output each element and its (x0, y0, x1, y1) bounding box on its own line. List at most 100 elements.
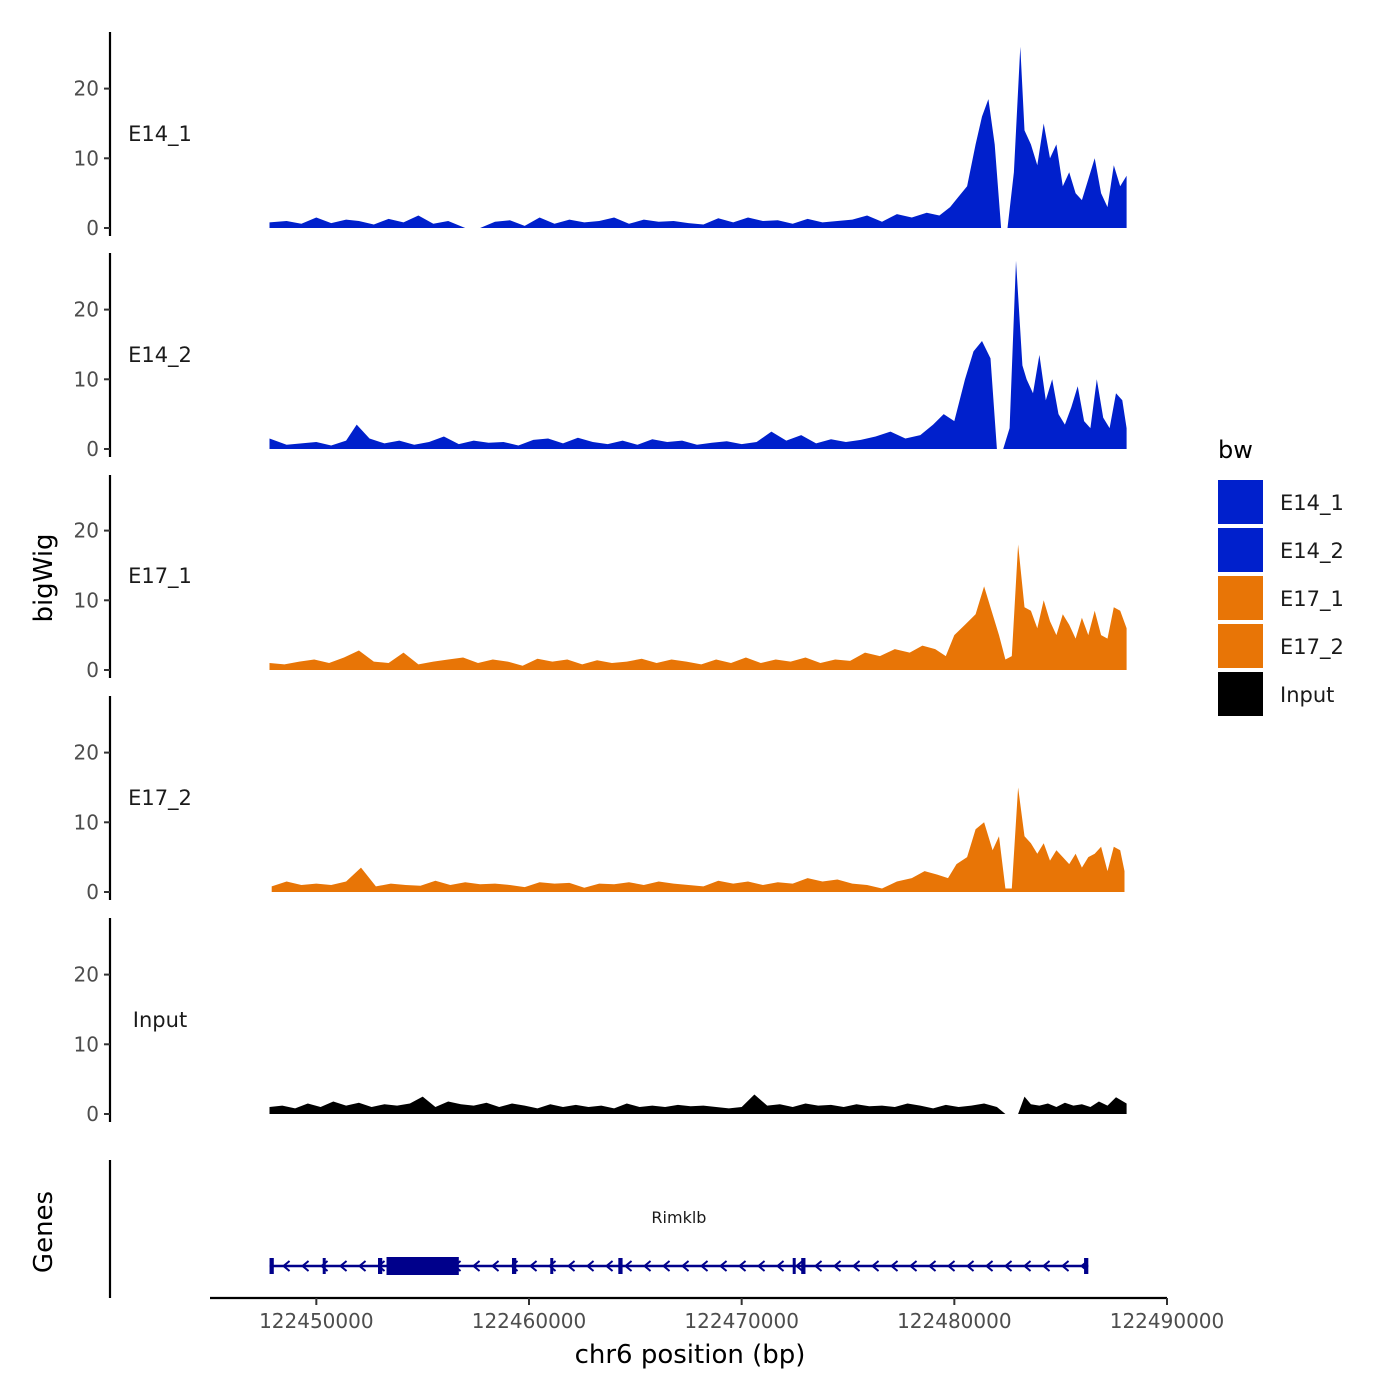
x-axis: 122450000 122460000 122470000 122480000 1224… (210, 1296, 1225, 1333)
legend-swatch (1218, 624, 1263, 668)
strand-arrow (547, 1260, 557, 1272)
x-tick-label: 122460000 (472, 1309, 587, 1333)
strand-arrow (300, 1260, 310, 1272)
coverage-area-input (269, 1094, 1127, 1114)
coverage-area-e14-2 (269, 260, 1127, 449)
legend-label: E17_1 (1280, 587, 1344, 612)
legend-swatch (1218, 528, 1263, 572)
strand-arrow (1003, 1260, 1013, 1272)
strand-arrow (680, 1260, 690, 1272)
strand-arrow (965, 1260, 975, 1272)
coverage-area-e17-1 (269, 544, 1127, 670)
x-tick-label: 122470000 (684, 1309, 799, 1333)
strand-arrow (281, 1260, 291, 1272)
gene-model: Rimklb (269, 1208, 1089, 1275)
legend-label: E17_2 (1280, 635, 1344, 660)
gene-name-label: Rimklb (651, 1208, 706, 1227)
track-e17-1: 0 10 20 E17_1 (74, 475, 1127, 682)
strand-arrow (832, 1260, 842, 1272)
x-tick-label: 122480000 (897, 1309, 1012, 1333)
genes-panel: Rimklb (108, 1160, 1089, 1298)
strand-arrow (585, 1260, 595, 1272)
legend-swatch (1218, 576, 1263, 620)
legend-label: E14_1 (1280, 491, 1344, 516)
y-tick-label: 10 (74, 146, 99, 170)
strand-arrow (984, 1260, 994, 1272)
legend-item: E17_2 (1218, 624, 1344, 668)
track-label: E17_1 (128, 564, 192, 589)
strand-arrow (794, 1260, 804, 1272)
y-tick-label: 0 (86, 880, 99, 904)
legend-label: Input (1280, 683, 1334, 707)
y-tick-label: 20 (74, 519, 99, 543)
strand-arrow (908, 1260, 918, 1272)
gene-exon (550, 1258, 554, 1274)
y-tick-label: 10 (74, 588, 99, 612)
gene-exon (378, 1258, 383, 1274)
legend: bw E14_1 E14_2 E17_1 E17_2 Input (1218, 436, 1344, 716)
strand-arrow (775, 1260, 785, 1272)
legend-item: E14_1 (1218, 480, 1344, 524)
strand-arrow (661, 1260, 671, 1272)
y-tick-label: 0 (86, 1102, 99, 1126)
strand-arrow (1022, 1260, 1032, 1272)
legend-title: bw (1218, 436, 1253, 464)
coverage-area-e17-2 (271, 787, 1125, 892)
strand-arrow (338, 1260, 348, 1272)
coverage-tracks: 0 10 20 E14_1 0 10 20 E14_2 0 10 20 E17_1 0 10 20 E17_2… (74, 32, 1127, 1126)
track-input: 0 10 20 Input (74, 918, 1127, 1126)
strand-arrow (870, 1260, 880, 1272)
x-tick-label: 122490000 (1110, 1309, 1225, 1333)
strand-arrow (699, 1260, 709, 1272)
y-tick-label: 10 (74, 1032, 99, 1056)
legend-swatch (1218, 672, 1263, 716)
gene-exon (386, 1257, 459, 1275)
track-e14-1: 0 10 20 E14_1 (74, 32, 1127, 240)
x-tick-label: 122450000 (259, 1309, 374, 1333)
strand-arrow (623, 1260, 633, 1272)
legend-item: Input (1218, 672, 1334, 716)
strand-arrow (889, 1260, 899, 1272)
strand-arrow (946, 1260, 956, 1272)
coverage-area-e14-1 (269, 46, 1127, 228)
track-e14-2: 0 10 20 E14_2 (74, 253, 1127, 461)
gene-exon (322, 1258, 326, 1274)
strand-arrow (851, 1260, 861, 1272)
strand-arrow (642, 1260, 652, 1272)
strand-arrow (737, 1260, 747, 1272)
gene-exon (618, 1258, 623, 1274)
gene-exon (1084, 1258, 1089, 1274)
y-tick-label: 20 (74, 963, 99, 987)
gene-exon (792, 1258, 796, 1274)
track-label: E14_2 (128, 343, 192, 368)
strand-arrow (927, 1260, 937, 1272)
strand-arrow (471, 1260, 481, 1272)
y-tick-label: 10 (74, 810, 99, 834)
strand-arrow (718, 1260, 728, 1272)
legend-item: E14_2 (1218, 528, 1344, 572)
strand-arrow (1041, 1260, 1051, 1272)
legend-label: E14_2 (1280, 539, 1344, 564)
track-label: E14_1 (128, 122, 192, 147)
legend-item: E17_1 (1218, 576, 1344, 620)
strand-arrow (756, 1260, 766, 1272)
y-tick-label: 0 (86, 216, 99, 240)
gene-exon (801, 1258, 806, 1274)
strand-arrow (566, 1260, 576, 1272)
y-tick-label: 20 (74, 741, 99, 765)
strand-arrow (357, 1260, 367, 1272)
strand-arrow (490, 1260, 500, 1272)
strand-arrow (528, 1260, 538, 1272)
legend-swatch (1218, 480, 1263, 524)
x-axis-title: chr6 position (bp) (575, 1340, 806, 1370)
track-label: E17_2 (128, 786, 192, 811)
gene-exon (511, 1258, 517, 1274)
y-tick-label: 0 (86, 658, 99, 682)
y-tick-label: 20 (74, 298, 99, 322)
y-axis-title: bigWig (29, 533, 59, 622)
track-e17-2: 0 10 20 E17_2 (74, 696, 1125, 904)
strand-arrow (813, 1260, 823, 1272)
y-tick-label: 20 (74, 77, 99, 101)
strand-arrow (604, 1260, 614, 1272)
